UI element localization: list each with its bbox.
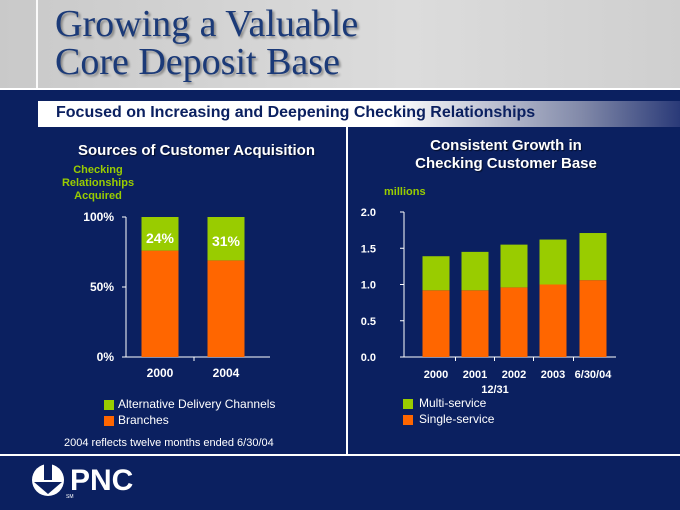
- footnote: 2004 reflects twelve months ended 6/30/0…: [64, 437, 274, 449]
- bar-branches: [207, 260, 245, 357]
- right-chart-heading: Consistent Growth in Checking Customer B…: [348, 137, 664, 173]
- logo-mark-text: SM: [66, 494, 74, 500]
- left-x-tick-label: 2004: [213, 366, 240, 380]
- right-y-tick-label: 0.5: [361, 316, 376, 328]
- pnc-logo-mark: PNC SM: [32, 464, 133, 500]
- left-chart-heading: Sources of Customer Acquisition: [78, 142, 315, 159]
- axis-caption-line: Checking: [73, 164, 123, 176]
- legend-swatch-orange: [104, 416, 114, 426]
- right-x-tick-label: 2003: [541, 369, 565, 381]
- left-y-tick-label: 50%: [90, 280, 114, 294]
- right-y-tick-label: 1.5: [361, 243, 376, 255]
- axis-caption-line: Acquired: [74, 190, 122, 202]
- legend-label-alt-channels: Alternative Delivery Channels: [118, 397, 276, 411]
- left-y-tick-label: 0%: [97, 350, 115, 364]
- right-x-tick-label: 6/30/04: [575, 369, 613, 381]
- left-y-tick-label: 100%: [83, 210, 114, 224]
- bar-multi-service: [500, 244, 528, 288]
- left-chart: 0% 50% 100% 24% 2000 31% 2004: [83, 210, 270, 380]
- legend-label-single: Single-service: [419, 412, 495, 426]
- right-chart: 0.0 0.5 1.0 1.5 2.0 2000 2001 2002 2003 6/30/04 12…: [361, 207, 616, 396]
- left-axis-caption: Checking Relationships Acquired: [58, 164, 138, 203]
- right-x-tick-label: 2001: [463, 369, 487, 381]
- right-heading-line1: Consistent Growth in: [430, 137, 582, 154]
- subtitle-band: Focused on Increasing and Deepening Chec…: [38, 101, 680, 127]
- right-x-tick-label: 2002: [502, 369, 526, 381]
- title-stripe: [36, 0, 38, 88]
- legend-label-multi: Multi-service: [419, 396, 487, 410]
- bar-multi-service: [579, 233, 607, 281]
- bar-branches: [141, 250, 179, 357]
- right-heading-line2: Checking Customer Base: [415, 155, 597, 172]
- data-label: 24%: [146, 230, 175, 246]
- right-y-tick-label: 0.0: [361, 352, 376, 364]
- bar-single-service: [461, 290, 489, 357]
- legend-swatch-multi: [403, 399, 413, 409]
- bar-alt-channels: [141, 217, 179, 251]
- legend-swatch-single: [403, 415, 413, 425]
- data-label: 31%: [212, 233, 241, 249]
- slide-title-line2: Core Deposit Base: [55, 41, 340, 83]
- bar-single-service: [539, 284, 567, 357]
- logo-text: PNC: [70, 464, 133, 497]
- bar-multi-service: [422, 256, 450, 291]
- left-x-tick-label: 2000: [147, 366, 174, 380]
- title-band: Growing a Valuable Core Deposit Base: [0, 0, 680, 88]
- pnc-logo: PNC SM: [30, 462, 160, 500]
- bar-multi-service: [539, 239, 567, 285]
- right-x-tick-label: 2000: [424, 369, 448, 381]
- bar-single-service: [579, 280, 607, 357]
- legend-swatch-green: [104, 400, 114, 410]
- footer-divider: [0, 454, 680, 456]
- bar-single-service: [500, 287, 528, 357]
- slide-subtitle: Focused on Increasing and Deepening Chec…: [56, 104, 536, 121]
- bar-multi-service: [461, 251, 489, 291]
- slide-title-line1: Growing a Valuable: [55, 3, 359, 45]
- bar-alt-channels: [207, 217, 245, 261]
- bar-single-service: [422, 290, 450, 357]
- right-unit-label: millions: [384, 186, 426, 198]
- panel-divider: [346, 127, 348, 454]
- top-rule: [0, 88, 680, 90]
- right-y-tick-label: 1.0: [361, 280, 376, 292]
- right-x-sublabel: 12/31: [481, 384, 509, 396]
- right-y-tick-label: 2.0: [361, 207, 376, 219]
- axis-caption-line: Relationships: [61, 177, 135, 189]
- legend-label-branches: Branches: [118, 413, 169, 427]
